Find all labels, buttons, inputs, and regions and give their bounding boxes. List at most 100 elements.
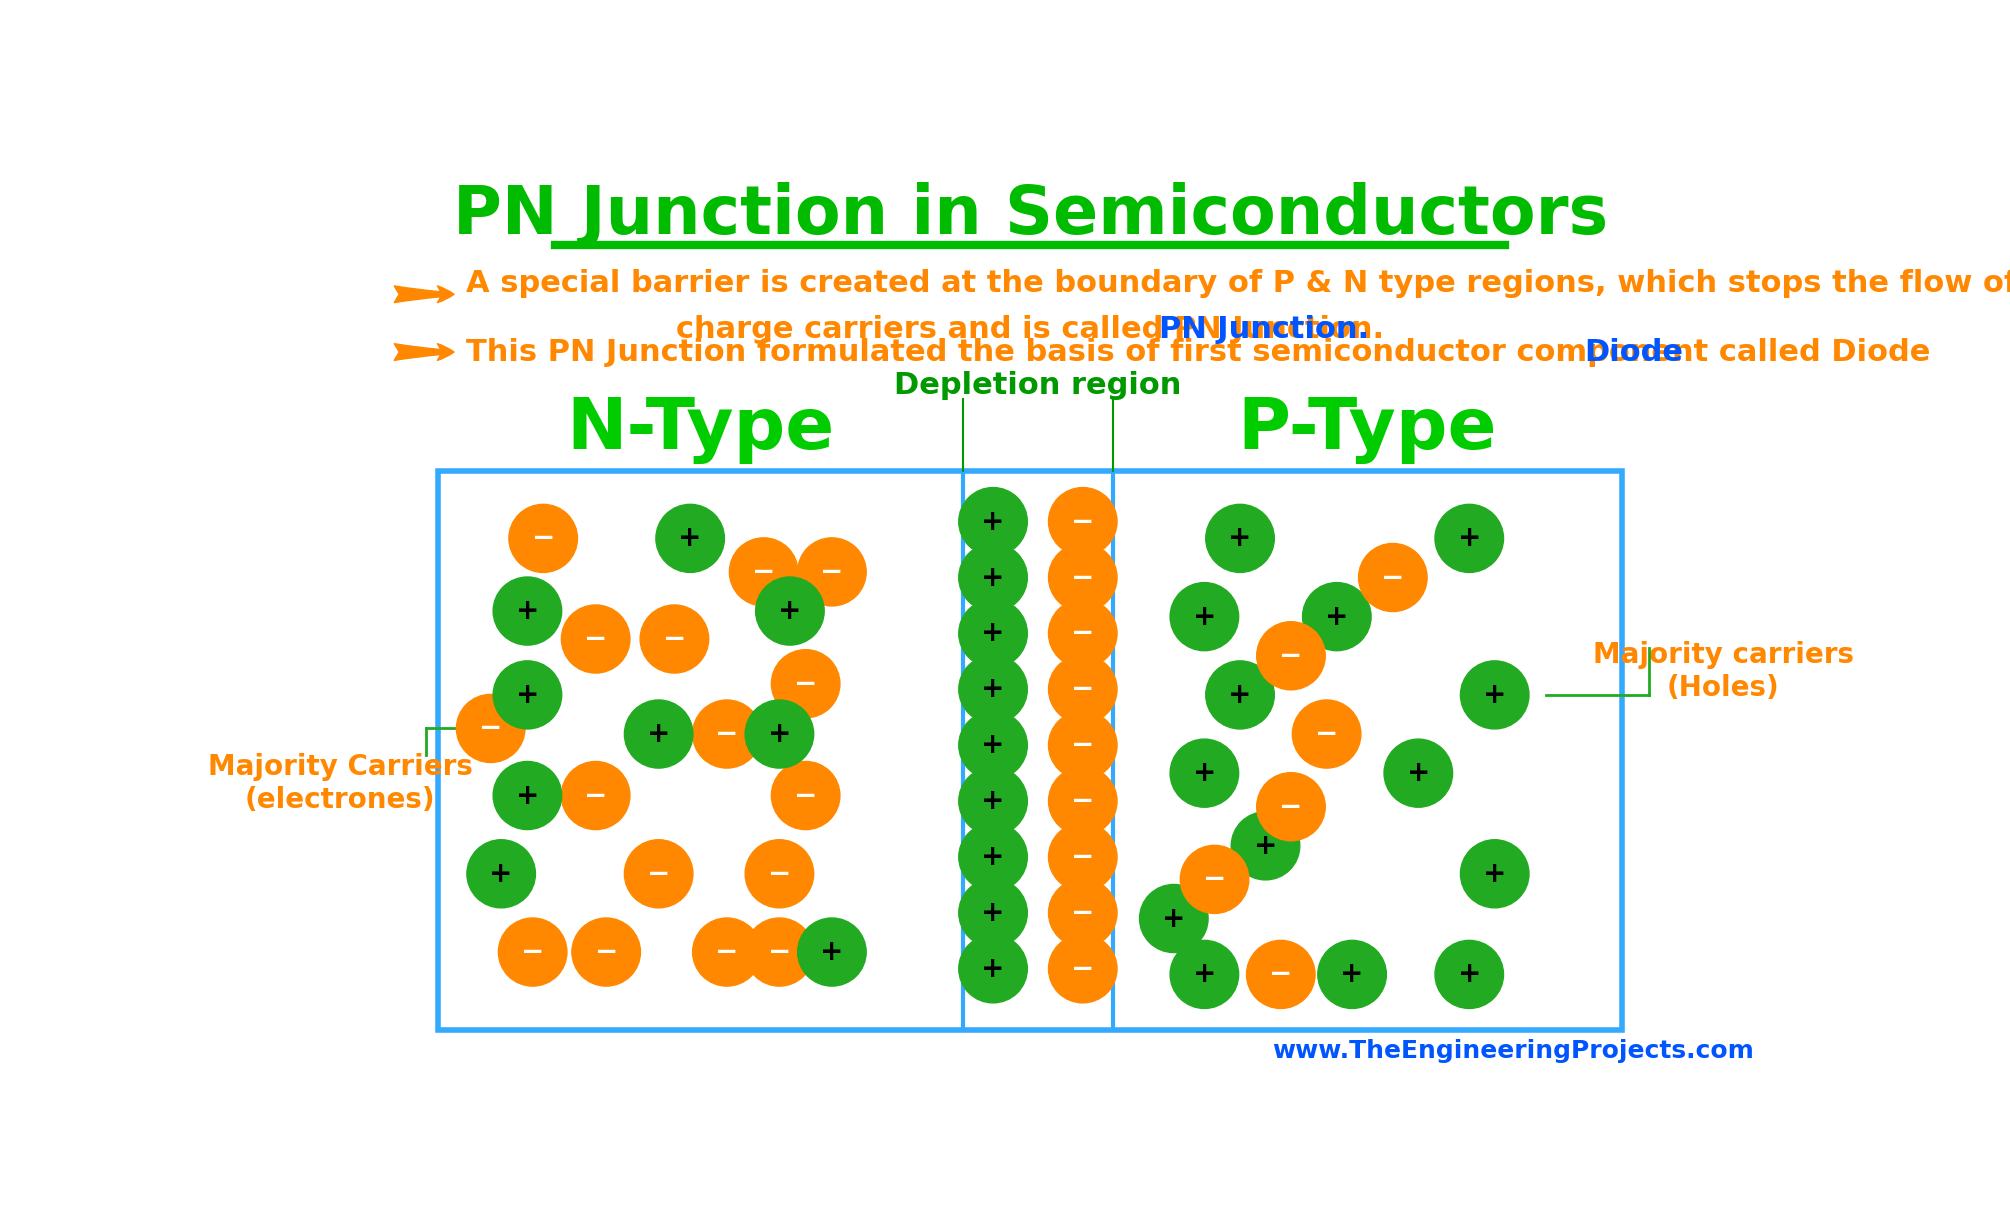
Text: +: + [1254,831,1276,860]
Text: −: − [1071,899,1093,927]
Ellipse shape [573,918,641,986]
Text: +: + [778,597,802,626]
Ellipse shape [1435,940,1503,1008]
Ellipse shape [1206,505,1274,572]
Text: +: + [1192,603,1216,630]
Ellipse shape [746,840,814,908]
Text: +: + [490,860,513,888]
Text: −: − [768,938,792,966]
Ellipse shape [1435,505,1503,572]
Text: +: + [1192,759,1216,788]
Ellipse shape [1292,699,1361,768]
Text: +: + [981,731,1005,759]
Ellipse shape [1180,846,1248,914]
Text: +: + [647,720,671,748]
Ellipse shape [492,761,561,830]
Text: −: − [1278,641,1302,670]
Ellipse shape [772,650,840,718]
Ellipse shape [959,488,1027,555]
Ellipse shape [1049,543,1118,611]
Text: +: + [1228,524,1252,553]
Text: −: − [663,626,685,653]
Ellipse shape [498,918,567,986]
Text: −: − [1202,865,1226,893]
Text: −: − [478,714,502,743]
Text: +: + [981,899,1005,927]
Text: N-Type: N-Type [567,394,834,463]
Text: +: + [820,938,844,966]
Text: +: + [1228,681,1252,709]
Text: −: − [794,669,818,698]
Text: +: + [1162,905,1186,933]
Text: +: + [981,955,1005,983]
Text: +: + [1325,603,1349,630]
Text: +: + [1192,961,1216,989]
Ellipse shape [1256,622,1325,690]
Ellipse shape [959,711,1027,779]
Ellipse shape [655,505,724,572]
Text: −: − [1071,620,1093,647]
Ellipse shape [561,761,629,830]
Text: P-Type: P-Type [1238,394,1497,463]
Text: Diode: Diode [1584,338,1682,367]
Text: −: − [1071,955,1093,983]
Text: Majority Carriers
(electrones): Majority Carriers (electrones) [207,753,472,813]
Ellipse shape [1049,488,1118,555]
Text: −: − [1071,508,1093,536]
Text: +: + [981,788,1005,816]
Text: −: − [768,860,792,888]
Ellipse shape [456,695,525,762]
Text: +: + [981,675,1005,703]
Text: +: + [517,782,539,809]
Text: A special barrier is created at the boundary of P & N type regions, which stops : A special barrier is created at the boun… [466,269,2010,298]
Ellipse shape [1206,661,1274,728]
Text: +: + [679,524,701,553]
Ellipse shape [1049,656,1118,724]
Text: +: + [1457,524,1481,553]
Text: −: − [820,558,844,586]
Text: −: − [647,860,669,888]
Ellipse shape [466,840,535,908]
Ellipse shape [693,918,762,986]
Text: +: + [1407,759,1429,788]
Text: −: − [794,782,818,809]
Ellipse shape [693,699,762,768]
Text: www.TheEngineeringProjects.com: www.TheEngineeringProjects.com [1272,1039,1755,1062]
Ellipse shape [1461,661,1530,728]
Ellipse shape [561,605,629,673]
Text: −: − [531,524,555,553]
Ellipse shape [730,538,798,606]
Ellipse shape [1385,739,1453,807]
Text: +: + [981,843,1005,871]
Ellipse shape [959,823,1027,891]
Ellipse shape [746,699,814,768]
Ellipse shape [625,699,693,768]
Ellipse shape [1232,812,1300,880]
Text: +: + [768,720,792,748]
Text: −: − [585,626,607,653]
Ellipse shape [509,505,577,572]
Ellipse shape [959,878,1027,947]
Text: −: − [716,720,738,748]
Ellipse shape [1049,711,1118,779]
FancyBboxPatch shape [241,139,1819,1083]
Ellipse shape [492,661,561,728]
Text: This PN Junction formulated the basis of first semiconductor component called Di: This PN Junction formulated the basis of… [466,338,1930,367]
Text: −: − [1071,675,1093,703]
Text: −: − [1268,961,1292,989]
Ellipse shape [639,605,710,673]
Text: −: − [521,938,545,966]
FancyBboxPatch shape [438,471,1622,1031]
Text: PN Junction in Semiconductors: PN Junction in Semiconductors [452,182,1608,248]
Text: +: + [981,564,1005,592]
Ellipse shape [1049,823,1118,891]
Text: Depletion region: Depletion region [894,371,1182,401]
Ellipse shape [1049,935,1118,1003]
Text: +: + [1341,961,1363,989]
Ellipse shape [772,761,840,830]
Text: +: + [517,597,539,626]
Ellipse shape [1049,599,1118,668]
Text: PN Junction.: PN Junction. [1160,315,1369,344]
Text: −: − [1315,720,1339,748]
Text: +: + [1483,681,1505,709]
